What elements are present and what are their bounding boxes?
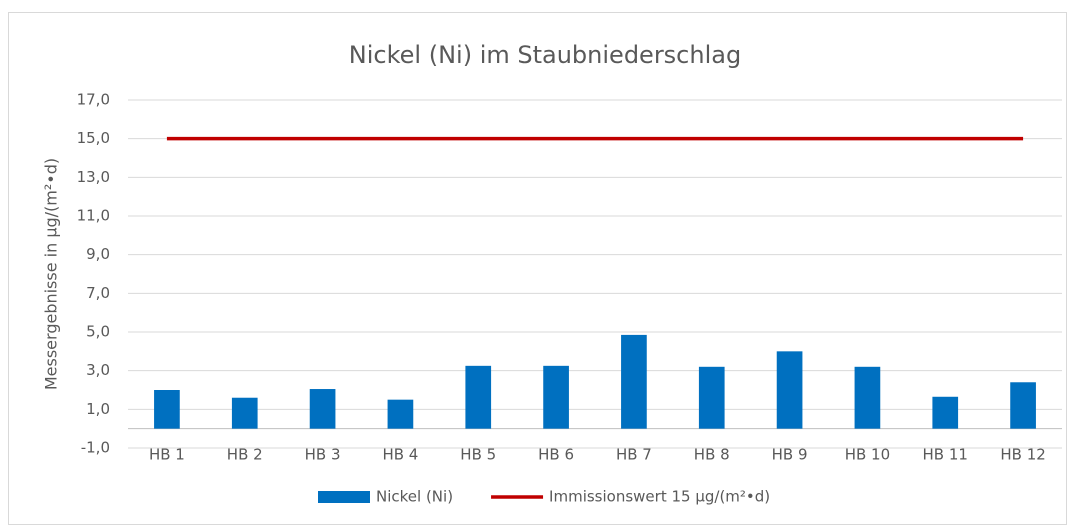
bar [776,351,803,429]
bar [154,390,180,429]
y-tick-label: 3,0 [86,361,110,379]
x-tick-label: HB 6 [538,446,574,464]
bar [621,334,647,429]
y-tick-label: 13,0 [77,168,110,186]
x-tick-label: HB 8 [694,446,730,464]
bar [1010,382,1036,429]
chart-title: Nickel (Ni) im Staubniederschlag [349,41,741,69]
x-tick-label: HB 1 [149,446,185,464]
bar [387,399,414,429]
y-axis-label: Messergebnisse in µg/(m²•d) [42,158,61,390]
bar [465,365,492,429]
x-tick-label: HB 9 [772,446,808,464]
bar [309,389,336,429]
x-tick-label: HB 3 [305,446,341,464]
y-tick-label: 11,0 [77,207,110,225]
chart-border [8,12,1067,525]
x-tick-label: HB 10 [845,446,890,464]
bar [698,366,725,429]
x-tick-label: HB 7 [616,446,652,464]
x-tick-label: HB 5 [460,446,496,464]
y-tick-label: -1,0 [81,439,110,457]
x-tick-label: HB 2 [227,446,263,464]
bar [854,366,881,429]
bar [932,396,959,429]
legend-label: Immissionswert 15 µg/(m²•d) [549,488,770,506]
y-tick-label: 7,0 [86,284,110,302]
bar [231,397,258,429]
y-tick-label: 17,0 [77,91,110,109]
x-tick-label: HB 11 [923,446,968,464]
y-tick-label: 5,0 [86,323,110,341]
x-tick-label: HB 4 [382,446,418,464]
y-tick-label: 1,0 [86,400,110,418]
legend-label: Nickel (Ni) [376,488,453,506]
legend-swatch [318,491,370,503]
x-tick-label: HB 12 [1000,446,1045,464]
y-tick-label: 9,0 [86,245,110,263]
bar [543,365,569,429]
y-tick-label: 15,0 [77,129,110,147]
